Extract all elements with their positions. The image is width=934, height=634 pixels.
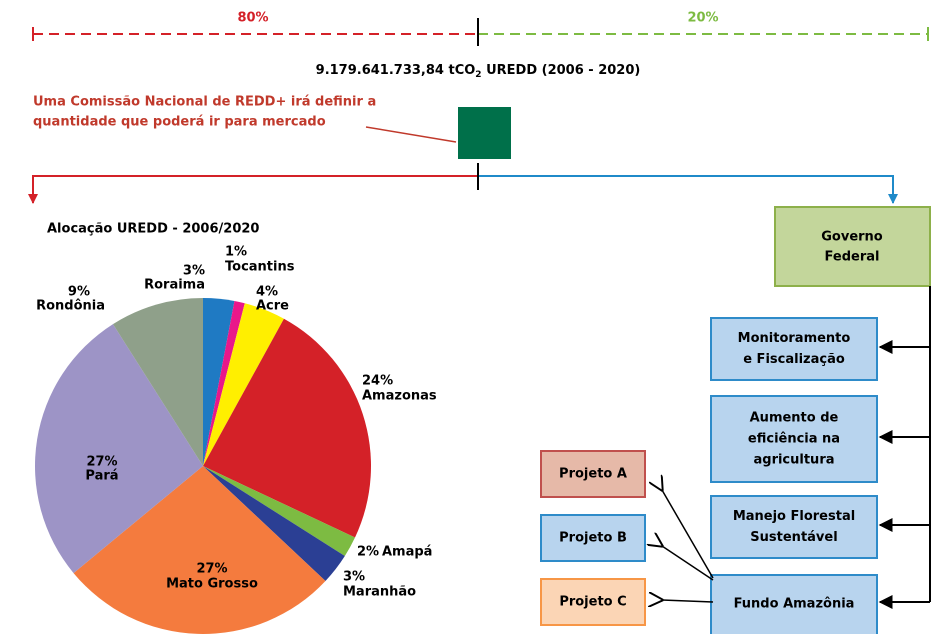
program-line: e Fiscalização [743,352,845,367]
slice-label: Maranhão [343,585,416,600]
note-connector [365,126,457,143]
total-sub: 2 [475,70,481,80]
governo-box: Governo Federal [774,206,931,287]
slice-label: Mato Grosso [166,577,258,592]
slice-value-label: 27% [196,562,227,577]
pie-title: Alocação UREDD - 2006/2020 [47,222,259,237]
program-line: eficiência na [748,432,840,447]
slice-value-label: 3% [183,264,205,279]
program-line: Monitoramento [738,331,851,346]
slice-value-label: 24% [362,374,393,389]
program-box: Fundo Amazônia [710,574,878,634]
pie-slice [203,466,345,582]
slice-label: Amazonas [362,389,437,404]
pie-slice [203,298,235,466]
note-line: quantidade que poderá ir para mercado [33,115,326,130]
slice-label: Tocantins [225,260,295,275]
program-line: Manejo Florestal [733,509,855,524]
red-branch [28,175,478,204]
pie-slice [203,300,245,466]
pie-slice [203,466,356,557]
program-rect [710,395,878,483]
program-box: Monitoramento e Fiscalização [710,317,878,381]
total: 9.179.641.733,84 tCO2 UREDD (2006 - 2020… [316,63,641,80]
arrow [662,546,714,581]
project-box: Projeto A [540,450,646,498]
arrow [662,600,714,602]
pie-slice [112,298,203,466]
project-rect [540,450,646,498]
slice-value-label: 2% [357,545,379,560]
slice-label: Amapá [382,545,432,560]
project-rect [540,514,646,562]
project-rect [540,578,646,626]
program-rect [710,317,878,381]
governo-line: Governo [821,230,883,245]
blue-branch [478,175,898,204]
total-rest: UREDD (2006 - 2020) [482,63,641,78]
uredd-square [458,107,511,159]
slice-label: Roraima [144,278,205,293]
slice-value-label: 9% [68,285,90,300]
right-share: 20% [687,11,718,26]
slice-value-label: 1% [225,245,247,260]
project-label: Projeto B [559,531,627,546]
project-label: Projeto C [559,595,626,610]
pie-slice [35,324,203,574]
program-rect [710,574,878,634]
slice-label: Pará [85,469,118,484]
slice-value-label: 4% [256,285,278,300]
program-rect [710,495,878,559]
program-line: Fundo Amazônia [734,597,855,612]
project-box: Projeto C [540,578,646,626]
left-share: 80% [237,11,268,26]
program-box: Aumento de eficiência na agricultura [710,395,878,483]
arrow [662,490,714,579]
project-label: Projeto A [559,467,627,482]
governo-line: Federal [825,250,880,265]
slice-label: Acre [256,299,289,314]
pie-slice [73,466,326,634]
program-line: Sustentável [750,530,837,545]
pie-slice [203,303,284,466]
program-box: Manejo Florestal Sustentável [710,495,878,559]
project-box: Projeto B [540,514,646,562]
slice-value-label: 27% [86,455,117,470]
pie-slice [203,318,372,538]
total-main: 9.179.641.733,84 tCO [316,63,476,78]
program-line: agricultura [753,453,834,468]
slice-value-label: 3% [343,570,365,585]
program-line: Aumento de [750,411,839,426]
slice-label: Rondônia [36,299,105,314]
note-line: Uma Comissão Nacional de REDD+ irá defin… [33,95,376,110]
